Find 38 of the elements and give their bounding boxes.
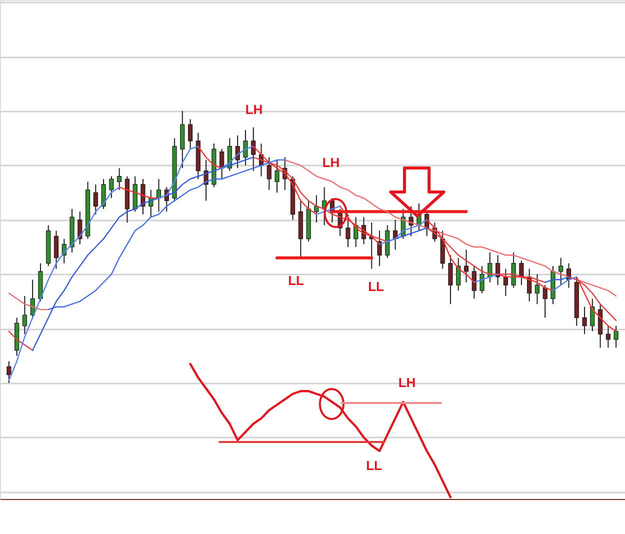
candlestick: [606, 325, 610, 348]
candlestick: [6, 360, 12, 384]
annotation: LH: [322, 155, 340, 170]
candlestick: [503, 268, 508, 296]
candlestick: [274, 159, 280, 194]
candlestick: [480, 266, 484, 294]
candlestick: [464, 249, 469, 283]
candlestick: [266, 156, 272, 190]
annotation: LL: [288, 273, 304, 288]
candlestick: [408, 206, 414, 237]
candlestick: [243, 130, 248, 166]
candlestick: [54, 230, 59, 270]
candlestick: [93, 184, 98, 215]
candlestick: [314, 194, 319, 224]
candlestick: [448, 254, 453, 305]
candlestick: [558, 257, 564, 286]
candlestick: [542, 284, 548, 318]
annotation: LL: [368, 279, 384, 294]
candlestick: [534, 274, 540, 305]
annotation: LH: [245, 102, 263, 117]
candlestick: [472, 266, 476, 300]
candlestick: [220, 148, 224, 180]
candlestick: [117, 168, 122, 190]
candlestick: [614, 325, 618, 348]
candlestick: [346, 214, 350, 248]
candlestick: [511, 252, 516, 288]
candlestick: [22, 295, 28, 335]
candlestick: [456, 257, 461, 292]
candlestick: [109, 176, 114, 199]
candlestick: [188, 118, 193, 150]
annotation: LH: [398, 375, 416, 390]
candlestick: [251, 126, 256, 172]
candlestick: [519, 260, 524, 286]
candlestick: [101, 178, 106, 210]
candlestick: [377, 230, 382, 267]
text: LL: [366, 458, 382, 473]
candlestick: [140, 178, 146, 215]
candlestick: [582, 306, 587, 335]
